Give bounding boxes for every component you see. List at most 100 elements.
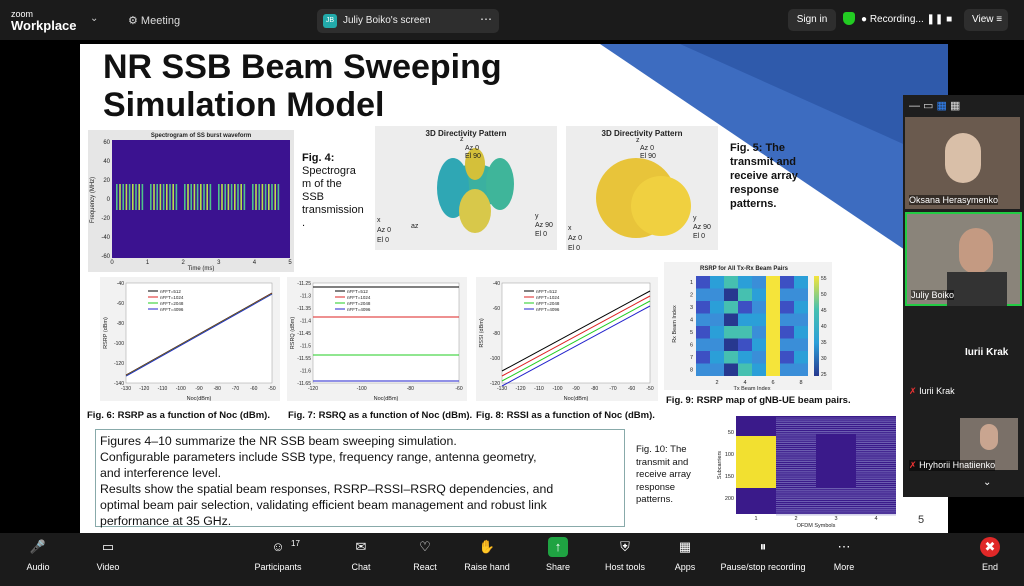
axis-text: -60: [117, 301, 124, 307]
axis-text: -100: [490, 356, 500, 362]
cell: [780, 338, 794, 351]
cell: [780, 351, 794, 364]
toolbar-label: Video: [96, 562, 120, 572]
axis-text: -60: [455, 386, 462, 392]
caption-line: patterns.: [636, 494, 673, 505]
axis-text: -110: [158, 386, 168, 392]
axis-text: nFFT=1024: [347, 295, 371, 300]
scroll-down[interactable]: ⌄: [983, 477, 992, 488]
trace: [501, 305, 651, 387]
cell: [696, 351, 710, 364]
view-button[interactable]: View ≡: [964, 9, 1008, 31]
cell: [752, 301, 766, 314]
axis-text: nFFT=512: [160, 289, 181, 294]
caption-line: transmit and: [730, 156, 797, 168]
toolbar-button[interactable]: ▭ Video: [63, 537, 153, 572]
axis-text: 7: [690, 355, 693, 361]
toolbar-button[interactable]: ✉ Chat: [316, 537, 406, 572]
toolbar-button[interactable]: ♡ React: [380, 537, 470, 572]
toolbar-label: Participants: [254, 562, 302, 572]
axis-text: -11.4: [300, 319, 311, 325]
burst: [271, 184, 273, 210]
burst: [125, 184, 128, 210]
burst: [119, 184, 121, 210]
caption-line: transmission: [302, 204, 364, 216]
axis-text: 6: [690, 343, 693, 349]
meeting-tab[interactable]: ⚙ Meeting: [128, 15, 181, 27]
caption-line: receive array: [730, 170, 798, 182]
axis-text: 60: [103, 140, 110, 146]
axis-text: Tx Beam Index: [734, 386, 771, 390]
axis-text: -80: [493, 331, 500, 337]
cell: [696, 326, 710, 339]
toolbar-button[interactable]: 🎤 Audio: [0, 537, 83, 572]
cell: [780, 363, 794, 376]
axis-text: 50: [821, 292, 827, 298]
block: [736, 436, 776, 488]
caption-line: response: [730, 184, 779, 196]
axis-text: 150: [725, 474, 734, 480]
recording[interactable]: ● Recording... ❚❚ ■: [861, 14, 953, 25]
axis-text: 3: [690, 305, 693, 311]
cell: [780, 313, 794, 326]
video-tile: Oksana Herasymenko: [905, 117, 1020, 209]
page-number: 5: [918, 514, 925, 526]
cell: [766, 363, 780, 376]
axis-text: 30: [821, 356, 827, 362]
icon: ✉: [355, 539, 367, 554]
toolbar-button[interactable]: ✖ End: [945, 537, 1024, 572]
toolbar-button[interactable]: ⛨ Host tools: [580, 537, 670, 572]
icon: ↑: [548, 537, 568, 557]
axis-text: -11.35: [297, 306, 311, 312]
toolbar-button[interactable]: ▦ Apps: [640, 537, 730, 572]
axis-text: -11.6: [300, 369, 311, 375]
axis-text: 6: [771, 380, 774, 386]
axis-text: RSRP for All Tx-Rx Beam Pairs: [700, 266, 789, 272]
face: [980, 424, 998, 450]
cell: [738, 313, 752, 326]
caption-line: patterns.: [730, 198, 777, 210]
burst: [138, 184, 140, 210]
axis-text: Frequency (MHz): [90, 177, 96, 223]
view-label: View: [972, 14, 994, 25]
share-tab[interactable]: JB Juliy Boiko's screen ⋯: [317, 9, 499, 33]
summary-line: performance at 35 GHz.: [100, 514, 232, 528]
figure-caption: Fig. 6: RSRP as a function of Noc (dBm).: [87, 410, 270, 421]
axis-text: RSRP (dBm): [103, 317, 109, 349]
cell: [710, 326, 724, 339]
axis-text: 2: [690, 293, 693, 299]
more-icon[interactable]: ⋯: [480, 12, 492, 26]
axis-text: z: [460, 136, 464, 143]
face: [959, 228, 993, 274]
axis-text: -60: [628, 386, 635, 392]
axis-text: -120: [515, 386, 525, 392]
meeting-label: Meeting: [140, 15, 181, 27]
toolbar-label: End: [981, 562, 998, 572]
axis-text: 5: [288, 260, 292, 266]
axis-text: Az 90: [535, 222, 553, 229]
panel-controls[interactable]: — ▭ ▦ ▦: [909, 100, 961, 112]
sign-in[interactable]: Sign in: [788, 9, 836, 31]
burst: [252, 184, 254, 210]
burst: [224, 184, 226, 210]
toolbar-button[interactable]: ✋ Raise hand: [442, 537, 532, 572]
axis-text: 8: [799, 380, 802, 386]
icon: 🎤: [29, 539, 47, 554]
burst: [159, 184, 162, 210]
chevron[interactable]: ⌄: [90, 13, 99, 24]
axis-text: -60: [250, 386, 257, 392]
toolbar-button[interactable]: ⋯ More: [799, 537, 889, 572]
burst: [243, 184, 246, 210]
logo: Workplace: [11, 18, 77, 33]
axis-text: -80: [214, 386, 221, 392]
block: [816, 434, 856, 488]
toolbar-button[interactable]: ↑ Share: [513, 537, 603, 572]
axis-text: OFDM Symbols: [797, 523, 836, 528]
toolbar-button[interactable]: ⏸ Pause/stop recording: [718, 537, 808, 572]
axis-text: -50: [646, 386, 653, 392]
axis-text: -80: [591, 386, 598, 392]
axis-text: x: [568, 225, 572, 232]
toolbar-button[interactable]: ☺ Participants: [233, 537, 323, 572]
axis-text: -40: [493, 281, 500, 287]
